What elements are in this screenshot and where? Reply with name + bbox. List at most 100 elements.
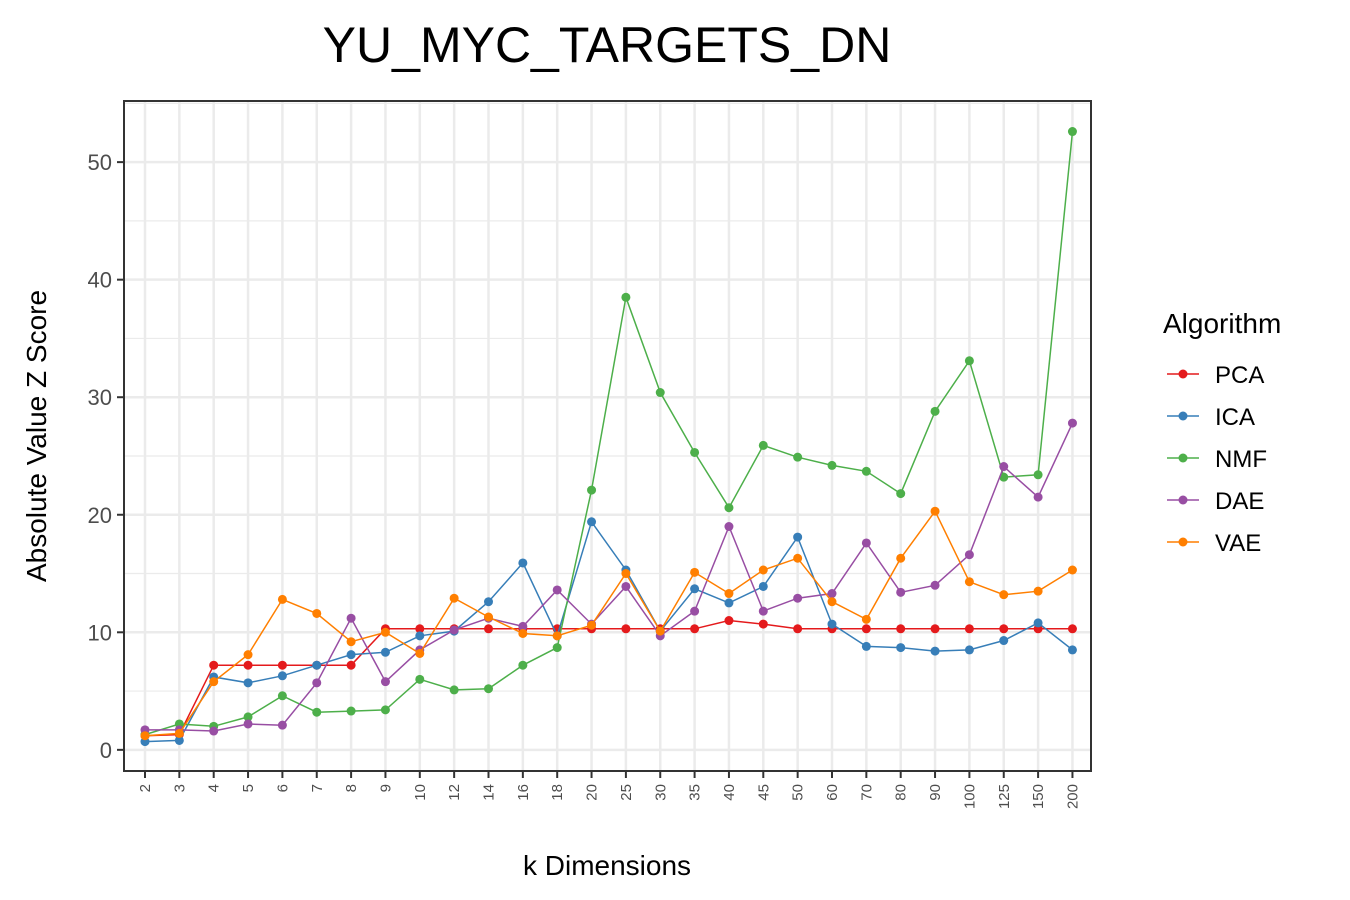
data-point-vae [277,594,287,604]
data-point-nmf [312,707,322,717]
data-point-ica [380,647,390,657]
legend-label: DAE [1215,488,1264,515]
x-tick-label: 14 [481,784,498,801]
data-point-ica [484,597,493,607]
x-tick-label: 30 [652,784,669,801]
series-layer [140,127,1077,747]
data-point-vae [621,569,631,579]
series-vae [140,506,1077,741]
data-point-ica [587,517,597,527]
data-point-nmf [724,503,734,513]
legend-marker [1178,495,1188,505]
x-tick-label: 80 [893,784,910,801]
x-tick-label: 4 [206,784,223,792]
legend-label: NMF [1215,446,1267,473]
data-point-dae [380,677,390,687]
x-tick-label: 150 [1030,784,1047,809]
y-axis-title: Absolute Value Z Score [21,290,52,582]
data-point-dae [1033,492,1043,502]
data-point-ica [964,645,974,655]
data-point-ica [243,678,253,688]
legend-marker [1178,369,1188,379]
data-point-pca [621,624,631,634]
data-point-pca [896,624,906,634]
data-point-nmf [861,466,871,476]
data-point-vae [930,506,940,516]
data-point-pca [346,660,356,670]
x-tick-label: 8 [343,784,360,792]
data-point-pca [861,624,871,634]
legend-label: VAE [1215,530,1261,557]
series-line-ica [144,520,1073,743]
data-point-nmf [999,472,1009,482]
data-point-pca [930,624,940,634]
data-point-vae [861,614,871,624]
data-point-pca [277,660,287,670]
data-point-nmf [518,660,528,670]
data-point-dae [964,550,974,560]
data-point-dae [930,580,940,590]
data-point-nmf [621,292,631,302]
data-point-nmf [793,452,803,462]
data-point-ica [758,581,768,591]
data-point-nmf [415,674,425,684]
data-point-vae [724,589,734,599]
data-point-vae [896,553,906,563]
y-tick-label: 20 [88,503,112,528]
data-point-dae [724,522,734,532]
data-point-vae [587,620,597,630]
data-point-vae [793,553,803,563]
data-point-vae [655,626,665,636]
legend-label: PCA [1215,362,1264,389]
series-line-vae [144,509,1073,737]
grid [124,101,1091,771]
legend-marker [1178,537,1188,547]
y-tick-label: 40 [88,268,112,293]
series-line-dae [145,422,1074,732]
chart-title: YU_MYC_TARGETS_DN [323,17,892,73]
data-point-vae [312,608,322,618]
data-point-vae [243,650,253,660]
data-point-pca [999,624,1009,634]
data-point-nmf [1067,127,1077,137]
legend-marker [1178,453,1188,463]
data-point-dae [896,587,906,597]
x-tick-label: 2 [137,784,154,792]
data-point-pca [724,616,734,626]
x-tick-label: 90 [927,784,944,801]
data-point-vae [174,728,184,738]
data-point-nmf [587,485,597,495]
x-axis-title: k Dimensions [523,850,691,881]
data-point-pca [758,619,768,629]
y-tick-label: 50 [88,150,112,175]
x-tick-label: 200 [1064,784,1081,809]
data-point-dae [758,606,768,616]
data-point-pca [209,660,219,670]
plot-panel-border [123,100,1092,772]
data-point-vae [827,597,837,607]
data-point-ica [896,643,906,653]
data-point-vae [346,637,356,647]
data-point-nmf [930,406,940,416]
data-point-dae [277,720,287,730]
data-point-nmf [1033,470,1043,480]
data-point-vae [1033,586,1043,596]
data-point-vae [484,612,493,622]
x-tick-label: 125 [996,784,1013,809]
data-point-vae [552,631,562,641]
legend-item-ica: ICA [1167,404,1255,431]
data-point-ica [312,660,322,670]
data-point-nmf [277,691,287,701]
legend-label: ICA [1215,404,1255,431]
data-point-nmf [449,685,459,695]
x-tick-label: 50 [790,784,807,801]
x-tick-label: 100 [961,784,978,809]
data-point-nmf [346,706,356,716]
data-point-dae [1067,418,1077,428]
x-tick-label: 5 [240,784,257,792]
data-point-nmf [243,712,253,722]
series-ica [140,517,1077,747]
x-tick-label: 12 [446,784,463,801]
data-point-ica [827,619,837,629]
